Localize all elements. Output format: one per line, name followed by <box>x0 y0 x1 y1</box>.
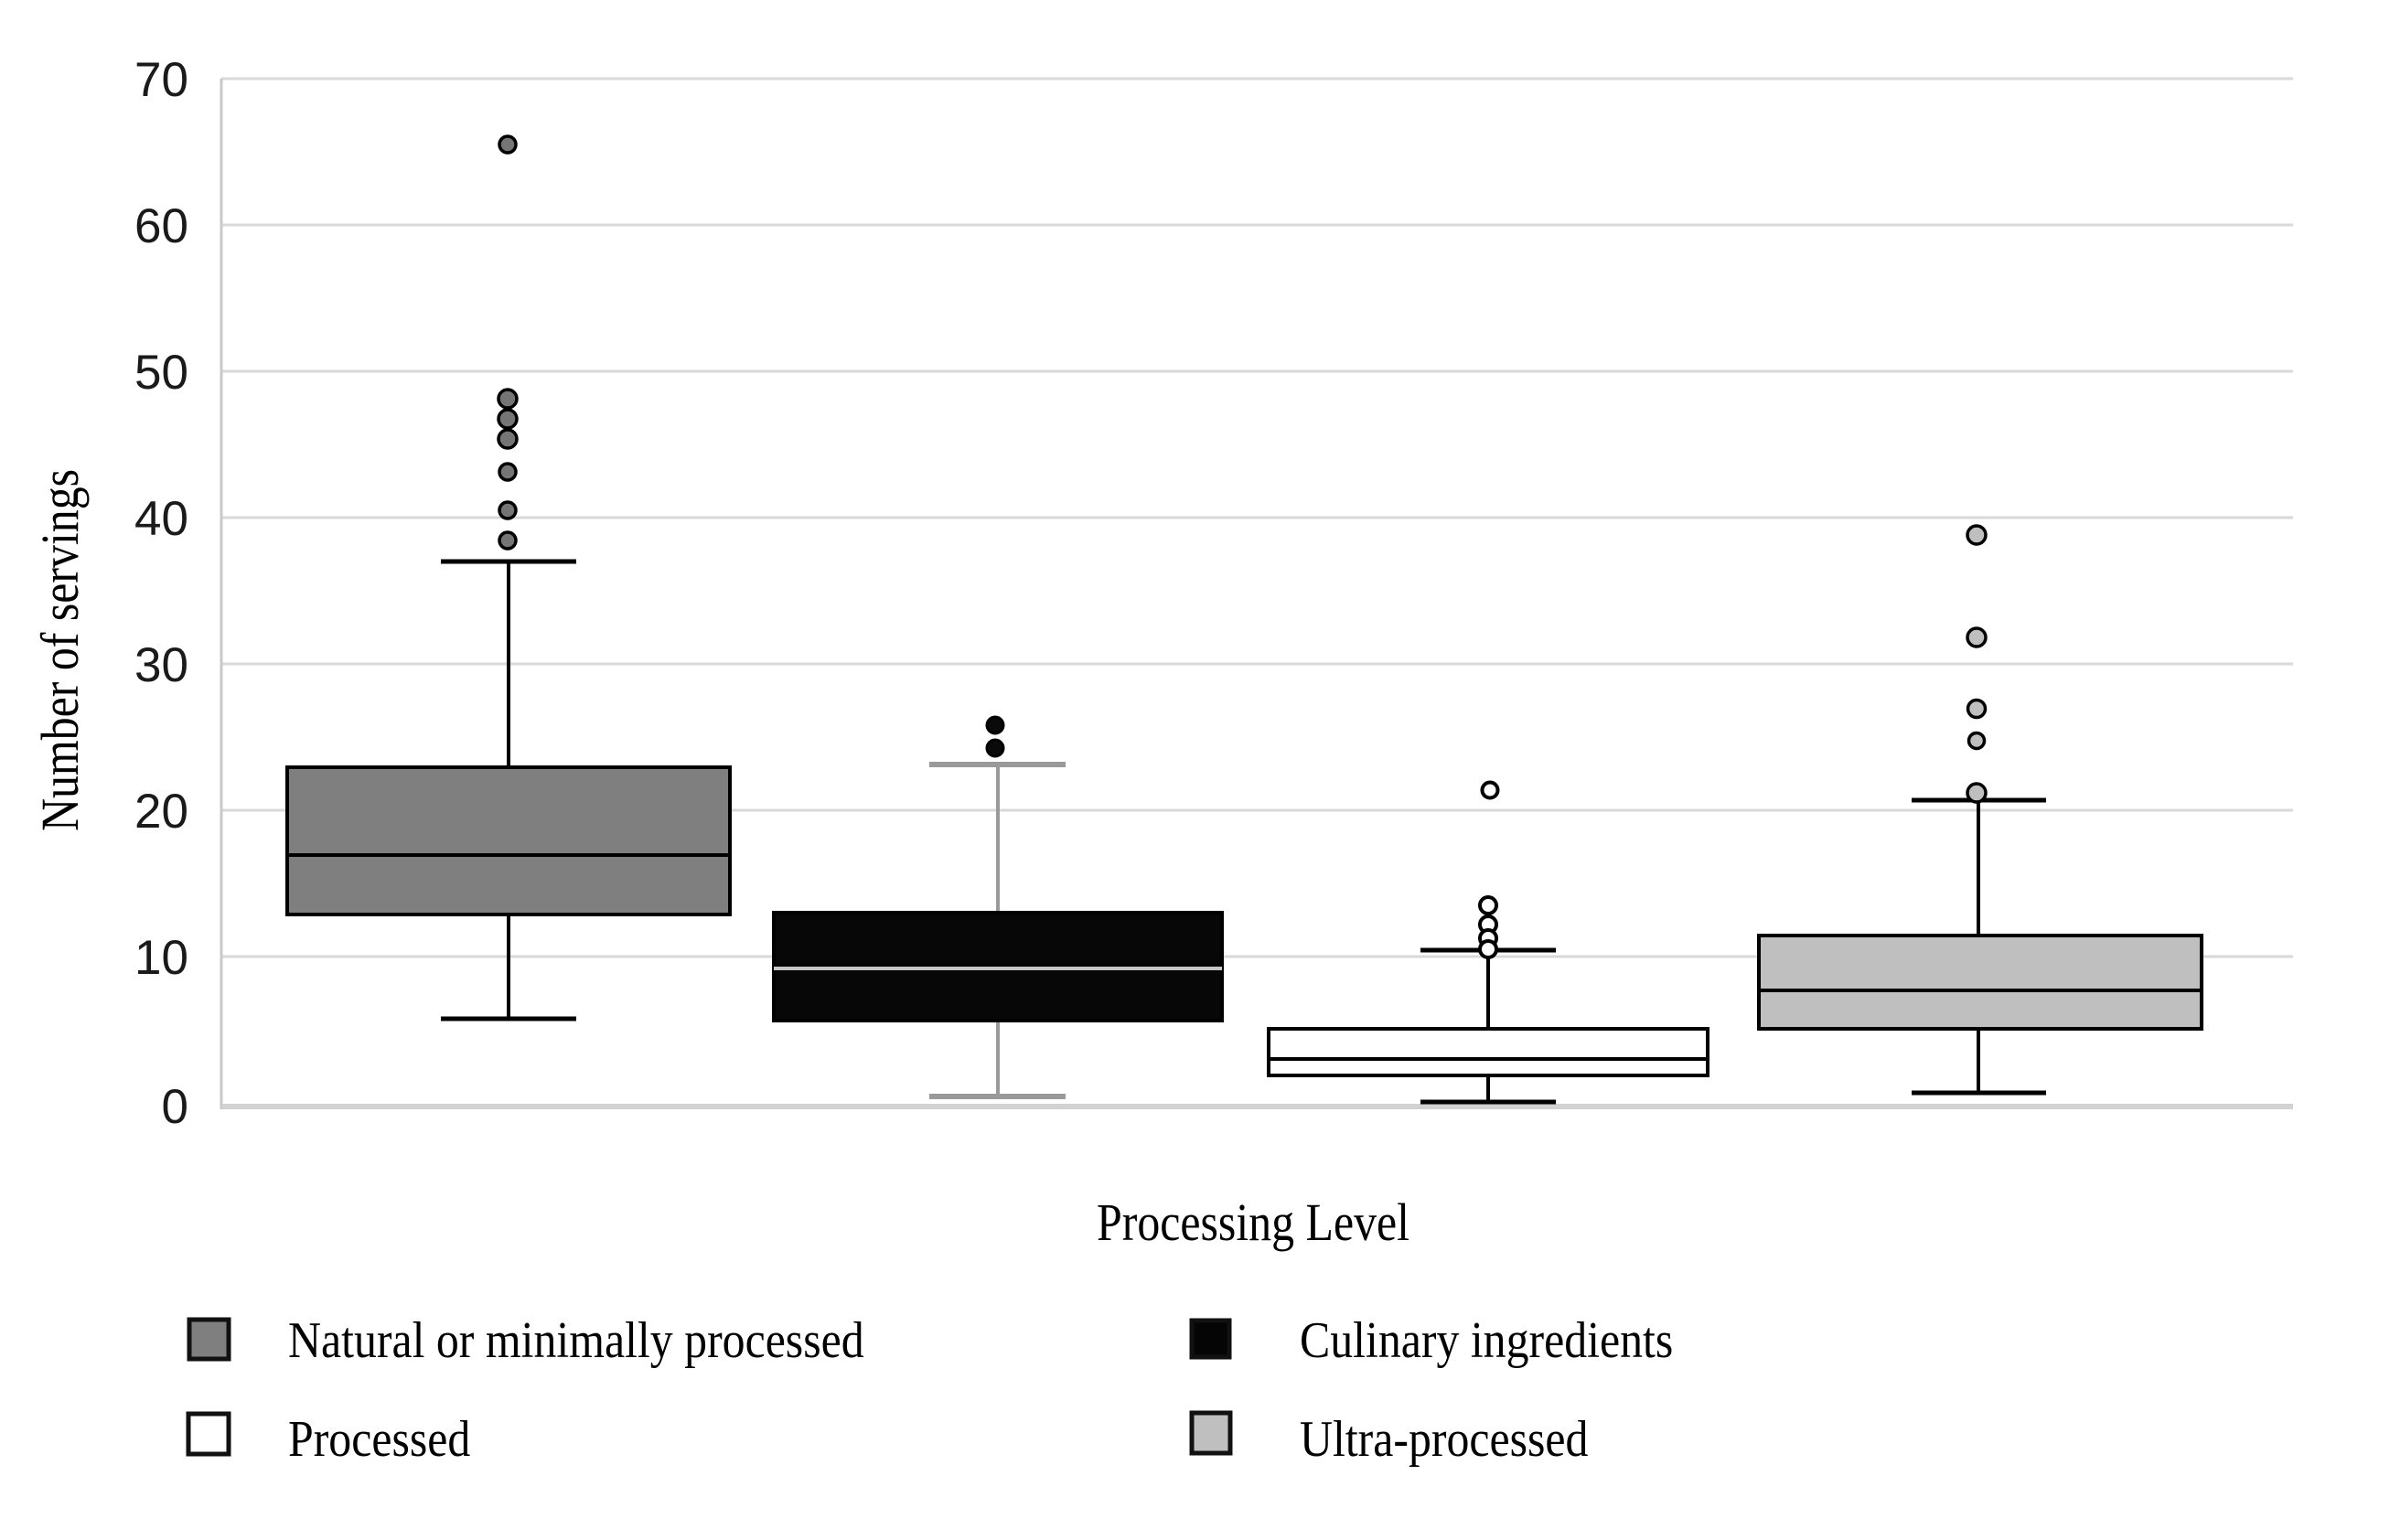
svg-text:0: 0 <box>162 1080 188 1134</box>
svg-text:Processed: Processed <box>288 1411 470 1467</box>
svg-text:Number of servings: Number of servings <box>31 469 90 831</box>
svg-text:50: 50 <box>134 346 188 400</box>
svg-text:Culinary ingredients: Culinary ingredients <box>1300 1312 1673 1368</box>
svg-text:Processing Level: Processing Level <box>1097 1193 1409 1252</box>
svg-text:Ultra-processed: Ultra-processed <box>1300 1411 1588 1467</box>
svg-text:30: 30 <box>134 638 188 692</box>
svg-text:20: 20 <box>134 785 188 839</box>
svg-text:40: 40 <box>134 492 188 546</box>
svg-text:70: 70 <box>134 53 188 107</box>
svg-text:10: 10 <box>134 931 188 985</box>
svg-text:Natural or minimally processed: Natural or minimally processed <box>288 1312 864 1368</box>
svg-text:60: 60 <box>134 199 188 253</box>
